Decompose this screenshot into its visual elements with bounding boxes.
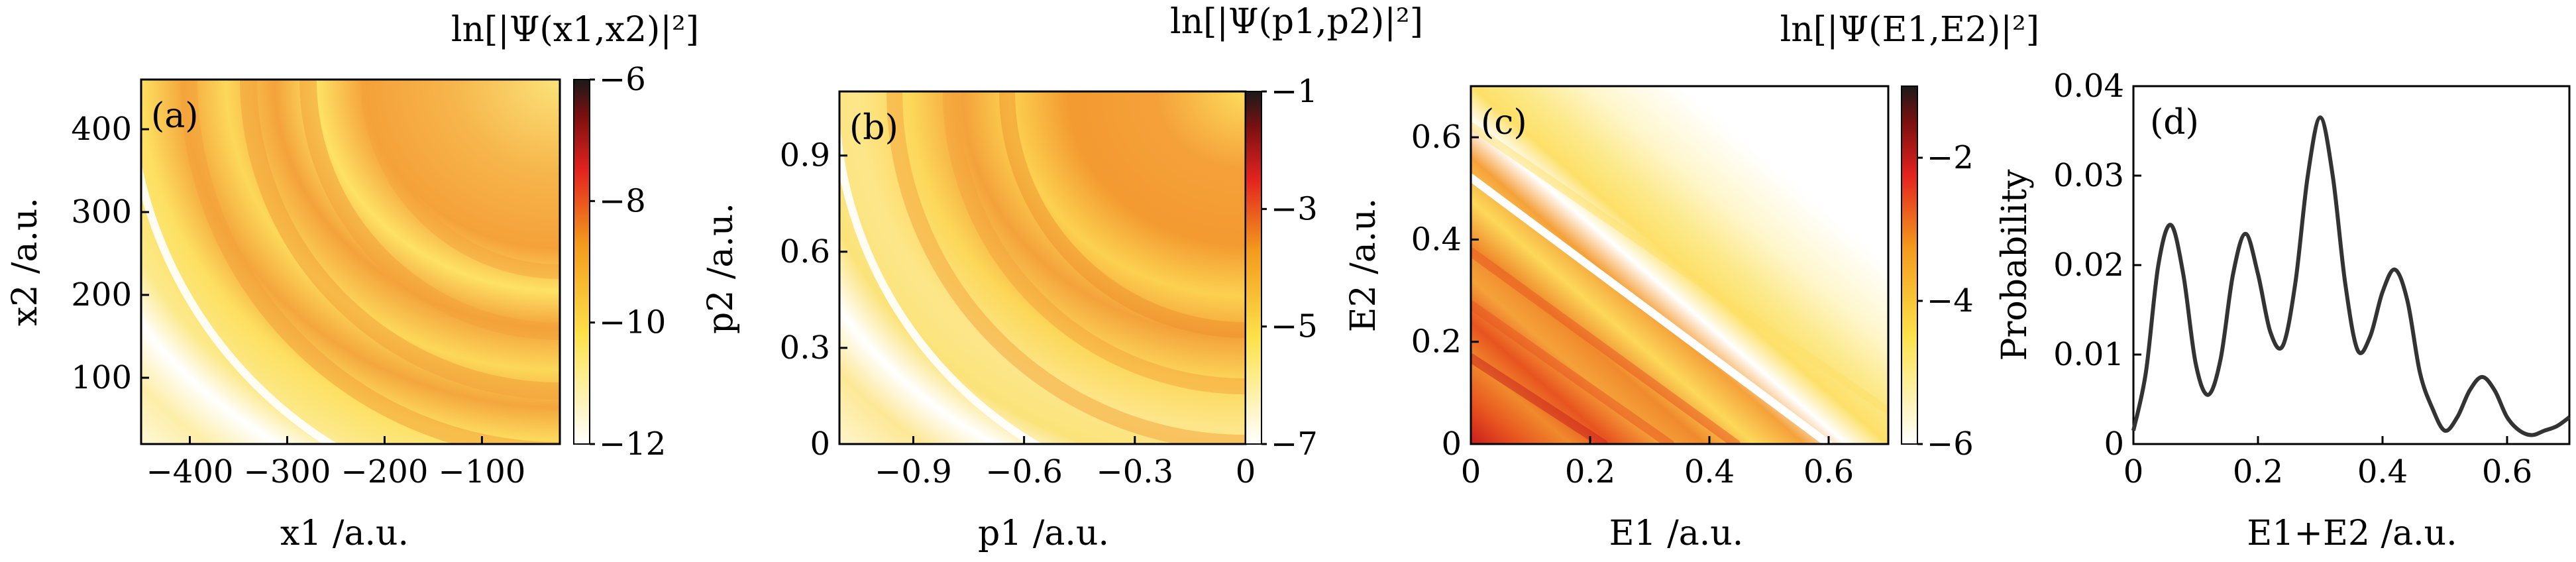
title-c: ln[|Ψ(E1,E2)|²] <box>1780 10 2039 50</box>
colorbar-tick-label: −10 <box>599 304 666 341</box>
ticks-c: 0 0.2 0.4 0.6 0 0.2 0.4 0.6 <box>1411 119 1854 490</box>
colorbar-tick-label: −6 <box>599 61 646 98</box>
xtick-label: −0.3 <box>1097 453 1174 490</box>
ytick-label: 0.3 <box>780 329 830 366</box>
xtick-label: 0 <box>2123 453 2144 490</box>
ytick-label: 0.2 <box>1411 323 1462 361</box>
panel-label-d: (d) <box>2150 103 2199 142</box>
ytick-label: 0.01 <box>2053 336 2124 373</box>
panel-b: (b) ln[|Ψ(p1,p2)|²] −0.9 −0.6 −0.3 0 0 0.3 0.6… <box>701 2 1423 553</box>
xtick-label: 0.2 <box>1565 453 1615 490</box>
ytick-label: 100 <box>71 359 132 396</box>
xtick-label: −300 <box>244 453 331 490</box>
panel-d: (d) 0 0.2 0.4 0.6 0 0.01 0.02 0.03 0.04 E1+E2 /a… <box>1995 68 2571 553</box>
ytick-label: 200 <box>71 276 132 313</box>
xtick-label: 0.4 <box>2357 453 2408 490</box>
colorbar-tick-label: −1 <box>1271 73 1318 110</box>
title-b: ln[|Ψ(p1,p2)|²] <box>1170 2 1423 42</box>
colorbar-b <box>1245 91 1262 445</box>
ytick-label: 0.9 <box>780 137 830 174</box>
ticks-a: −400 −300 −200 −100 100 200 300 400 <box>71 111 525 490</box>
xtick-label: 0 <box>1461 453 1481 490</box>
ylabel-a: x2 /a.u. <box>5 197 45 326</box>
panel-a: (a) ln[|Ψ(x1,x2)|²] −400 −300 −200 −100 100 2… <box>5 10 699 553</box>
ytick-label: 0 <box>1441 425 1462 463</box>
frame-a <box>140 78 561 445</box>
xlabel-a: x1 /a.u. <box>280 514 409 553</box>
xtick-label: −400 <box>146 453 234 490</box>
panel-label-c: (c) <box>1481 103 1527 142</box>
ylabel-b: p2 /a.u. <box>701 203 741 334</box>
xtick-label: −0.9 <box>875 453 952 490</box>
colorbar-ticks-b: −7 −5 −3 −1 <box>1261 73 1318 463</box>
panel-label-b: (b) <box>849 108 898 148</box>
title-a: ln[|Ψ(x1,x2)|²] <box>451 10 699 50</box>
xlabel-d: E1+E2 /a.u. <box>2247 514 2457 553</box>
colorbar-a <box>573 79 590 445</box>
ytick-label: 0.4 <box>1411 221 1462 258</box>
xlabel-c: E1 /a.u. <box>1609 514 1744 553</box>
frame-c <box>1470 85 1890 445</box>
ytick-label: 0 <box>2104 425 2124 463</box>
ytick-label: 0.02 <box>2053 247 2124 284</box>
colorbar-tick-label: −4 <box>1927 282 1974 319</box>
colorbar-tick-label: −12 <box>599 425 666 463</box>
ylabel-d: Probability <box>1995 169 2035 361</box>
xtick-label: 0.6 <box>1803 453 1854 490</box>
colorbar-c <box>1901 85 1918 445</box>
ytick-label: 300 <box>71 194 132 231</box>
ytick-label: 0.6 <box>780 233 830 270</box>
colorbar-ticks-c: −6 −4 −2 <box>1917 139 1974 463</box>
colorbar-tick-label: −3 <box>1271 190 1318 227</box>
probability-line <box>2131 115 2571 437</box>
colorbar-tick-label: −2 <box>1927 139 1974 176</box>
xtick-label: 0.6 <box>2482 453 2532 490</box>
ticks-d: 0 0.2 0.4 0.6 0 0.01 0.02 0.03 0.04 <box>2053 68 2532 490</box>
ytick-label: 0 <box>810 425 830 463</box>
colorbar-tick-label: −8 <box>599 182 646 219</box>
colorbar-tick-label: −6 <box>1927 425 1974 463</box>
xlabel-b: p1 /a.u. <box>978 514 1109 553</box>
xtick-label: −0.6 <box>985 453 1063 490</box>
panel-label-a: (a) <box>151 96 199 136</box>
colorbar-tick-label: −5 <box>1271 308 1318 345</box>
panel-c: (c) ln[|Ψ(E1,E2)|²] 0 0.2 0.4 0.6 0 0.2 0.4 0.6… <box>1344 10 2039 553</box>
xtick-label: 0 <box>1236 453 1256 490</box>
ytick-label: 0.6 <box>1411 119 1462 156</box>
ticks-b: −0.9 −0.6 −0.3 0 0 0.3 0.6 0.9 <box>780 137 1256 490</box>
xtick-label: −100 <box>438 453 525 490</box>
colorbar-tick-label: −7 <box>1271 425 1318 463</box>
ytick-label: 0.04 <box>2053 68 2124 105</box>
ytick-label: 0.03 <box>2053 157 2124 194</box>
xtick-label: 0.4 <box>1684 453 1735 490</box>
heatmap-c-bands <box>1471 122 1888 444</box>
ytick-label: 400 <box>71 111 132 148</box>
colorbar-ticks-a: −12 −10 −8 −6 <box>590 61 666 463</box>
xtick-label: 0.2 <box>2233 453 2283 490</box>
ylabel-c: E2 /a.u. <box>1344 198 1383 333</box>
xtick-label: −200 <box>341 453 429 490</box>
